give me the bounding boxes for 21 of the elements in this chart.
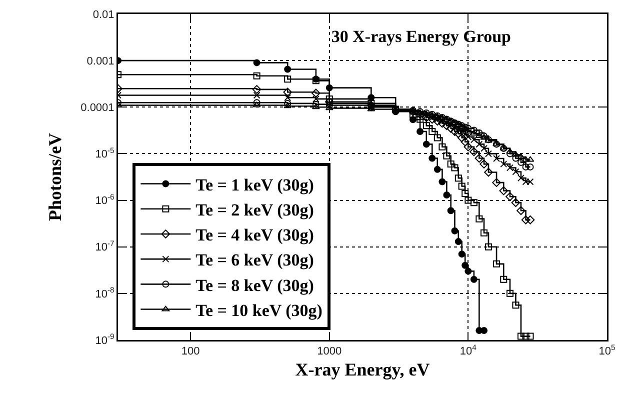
y-tick-label: 0.0001 (80, 102, 114, 114)
legend-label: Te = 6 keV (30g) (196, 250, 314, 270)
x-tick-label: 10$^{5}$ (598, 343, 616, 358)
y-axis-title: Photons/eV (45, 132, 66, 222)
text: 30 X-rays Energy Group (331, 27, 511, 46)
y-tick-label: 10$^{-9}$ (95, 332, 114, 347)
legend-label: Te = 4 keV (30g) (196, 226, 314, 245)
legend-label: Te = 1 keV (30g) (196, 175, 314, 194)
legend-label: Te = 10 keV (30g) (196, 300, 322, 320)
y-tick-label: 10$^{-6}$ (95, 192, 114, 208)
legend-label: Te = 8 keV (30g) (196, 276, 314, 295)
x-tick-label: 10$^{4}$ (460, 343, 478, 358)
y-tick-label: 10$^{-7}$ (95, 239, 114, 254)
y-tick-label: 0.001 (86, 55, 114, 68)
legend-label: Te = 2 keV (30g) (196, 200, 314, 220)
y-tick-label: 10$^{-5}$ (95, 146, 114, 161)
y-tick-label: 0.01 (92, 8, 114, 21)
y-tick-label: 10$^{-8}$ (95, 286, 114, 300)
x-tick-label: 1000 (317, 346, 342, 358)
x-axis-title: X-ray Energy, eV (295, 360, 430, 380)
x-tick-label: 100 (181, 346, 200, 358)
